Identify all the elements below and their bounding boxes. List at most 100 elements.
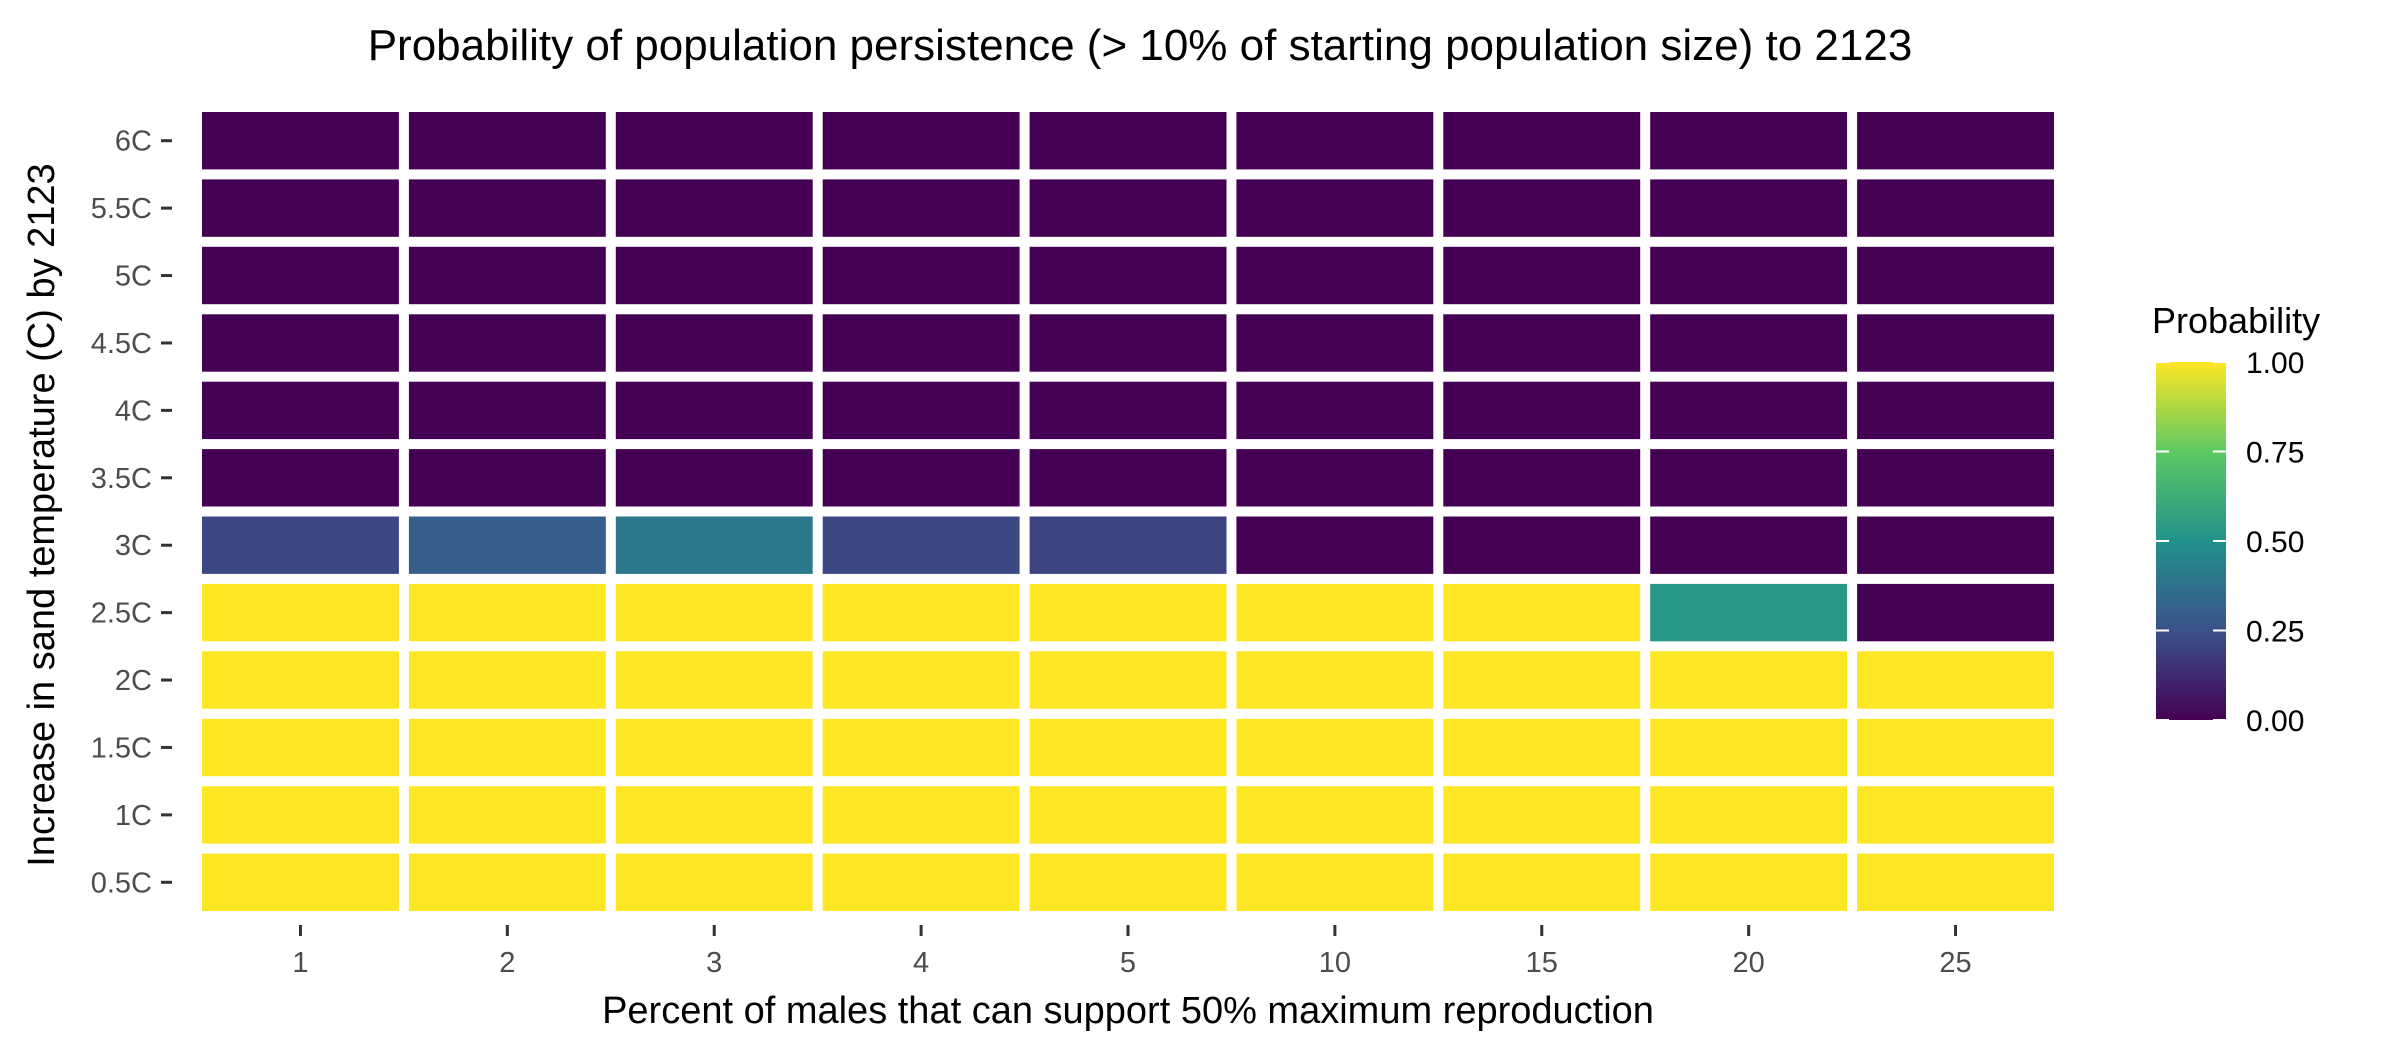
y-axis-title: Increase in sand temperature (C) by 2123 [21, 163, 63, 866]
heatmap-cell [615, 112, 813, 170]
legend-tick-label: 0.25 [2246, 616, 2304, 649]
heatmap-cell [202, 718, 399, 777]
heatmap-cell [822, 381, 1020, 440]
heatmap-cell [822, 718, 1020, 777]
heatmap-cell [1650, 246, 1848, 305]
y-axis: 0.5C 1C 1.5C 2C 2.5C 3C 3.5C 4C 4.5C 5C 5.5C 6C [91, 126, 172, 899]
heatmap-cell [408, 246, 606, 305]
heatmap-cell [1236, 786, 1434, 844]
heatmap-cell [1029, 381, 1227, 440]
heatmap-cell [1443, 179, 1641, 237]
heatmap-cell [1857, 583, 2054, 642]
legend-tick-label: 0.00 [2246, 705, 2304, 738]
heatmap-cell [1236, 179, 1434, 237]
heatmap-cell [1443, 314, 1641, 372]
heatmap-cell [202, 651, 399, 709]
heatmap-cell [822, 179, 1020, 237]
y-tick-label: 1.5C [91, 732, 152, 764]
heatmap-cell [1857, 112, 2054, 170]
legend-title: Probability [2152, 300, 2320, 341]
y-tick-label: 2C [115, 665, 152, 697]
heatmap-cell [1857, 786, 2054, 844]
heatmap-cell [408, 112, 606, 170]
heatmap-cell [822, 246, 1020, 305]
heatmap-cell [1443, 246, 1641, 305]
heatmap-cell [408, 853, 606, 911]
heatmap-cell [1857, 718, 2054, 777]
heatmap-cell [822, 112, 1020, 170]
heatmap-cell [1236, 112, 1434, 170]
heatmap-cell [1029, 718, 1227, 777]
heatmap-cell [615, 381, 813, 440]
heatmap-cell [1650, 112, 1848, 170]
heatmap-cell [1236, 583, 1434, 642]
y-tick-label: 4C [115, 395, 152, 427]
heatmap-cell [615, 314, 813, 372]
heatmap-cell [1650, 449, 1848, 507]
heatmap-cell [1029, 179, 1227, 237]
heatmap-cell [615, 853, 813, 911]
heatmap-cell [1443, 449, 1641, 507]
heatmap-cell [1443, 853, 1641, 911]
heatmap-cell [615, 179, 813, 237]
heatmap-cell [1029, 853, 1227, 911]
heatmap-cell [1236, 246, 1434, 305]
heatmap-cell [408, 651, 606, 709]
heatmap-cell [202, 786, 399, 844]
heatmap-cell [408, 381, 606, 440]
heatmap-cell [1029, 449, 1227, 507]
y-tick-label: 1C [115, 800, 152, 832]
heatmap-cell [202, 314, 399, 372]
legend-tick-label: 0.50 [2246, 526, 2304, 559]
heatmap-cell [1236, 651, 1434, 709]
heatmap-cell [615, 651, 813, 709]
heatmap-cell [1443, 112, 1641, 170]
x-tick-label: 3 [706, 947, 722, 979]
heatmap-cell [1857, 381, 2054, 440]
heatmap-cell [408, 179, 606, 237]
heatmap-cell [1029, 651, 1227, 709]
heatmap-cell [615, 246, 813, 305]
heatmap-cell [408, 583, 606, 642]
heatmap-cell [1857, 179, 2054, 237]
chart-title: Probability of population persistence (>… [368, 21, 1913, 70]
x-tick-label: 25 [1939, 947, 1971, 979]
heatmap-cell [1650, 583, 1848, 642]
x-tick-label: 1 [292, 947, 308, 979]
heatmap-cell [202, 583, 399, 642]
heatmap-cell [1236, 314, 1434, 372]
heatmap-cell [1857, 246, 2054, 305]
legend-tick-label: 1.00 [2246, 347, 2304, 380]
heatmap-cell [408, 314, 606, 372]
color-legend: Probability 1.00 0.75 0.50 0.25 0.00 [2152, 300, 2320, 738]
y-tick-label: 3.5C [91, 463, 152, 495]
heatmap-cell [202, 112, 399, 170]
heatmap-cell [1443, 786, 1641, 844]
heatmap-cell [1236, 381, 1434, 440]
y-tick-label: 6C [115, 126, 152, 158]
heatmap-cell [202, 516, 399, 574]
legend-ticks: 1.00 0.75 0.50 0.25 0.00 [2156, 347, 2304, 738]
heatmap-cell [822, 786, 1020, 844]
heatmap-cell [408, 516, 606, 574]
x-tick-label: 20 [1733, 947, 1765, 979]
heatmap-cell [1029, 786, 1227, 844]
heatmap-cell [1236, 516, 1434, 574]
x-tick-label: 15 [1526, 947, 1558, 979]
heatmap-cell [202, 179, 399, 237]
heatmap-cell [1857, 853, 2054, 911]
heatmap-cell [1443, 583, 1641, 642]
heatmap-cell [822, 651, 1020, 709]
heatmap-cell [202, 246, 399, 305]
heatmap-cell [615, 718, 813, 777]
heatmap-cell [822, 516, 1020, 574]
heatmap-cell [1650, 179, 1848, 237]
heatmap-cell [1443, 718, 1641, 777]
heatmap-cell [1650, 786, 1848, 844]
heatmap-cell [1857, 314, 2054, 372]
heatmap-cell [1443, 651, 1641, 709]
heatmap-cell [1029, 112, 1227, 170]
heatmap-cell [1650, 381, 1848, 440]
legend-tick-label: 0.75 [2246, 437, 2304, 470]
heatmap-cell [1857, 651, 2054, 709]
